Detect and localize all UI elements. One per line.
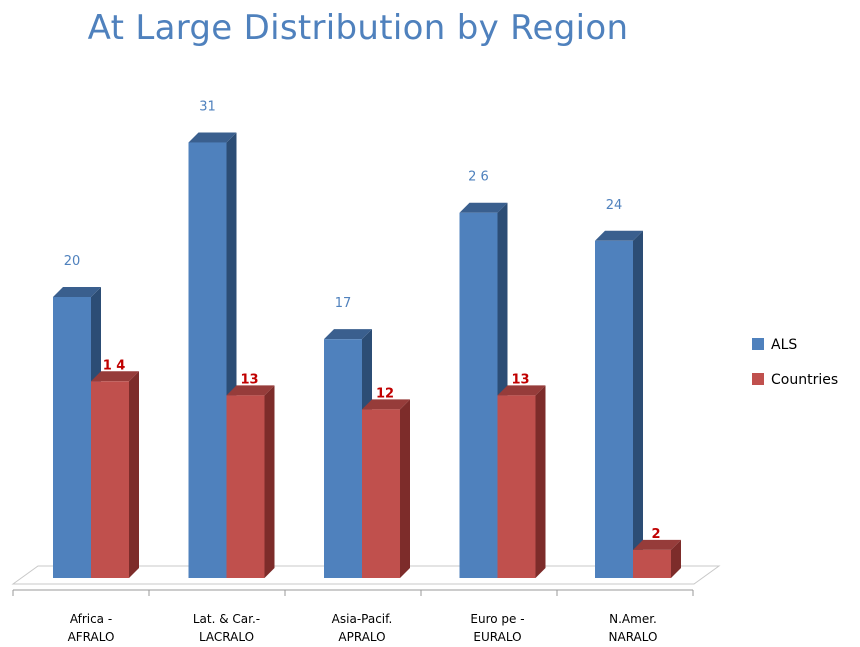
category-label-1: Lat. & Car.- — [193, 612, 260, 626]
category-label-3: EURALO — [473, 630, 521, 644]
chart-title: At Large Distribution by Region — [87, 8, 629, 48]
data-label-countries-2: 12 — [376, 386, 394, 401]
bar-countries-3 — [497, 385, 546, 578]
bar-countries-0 — [91, 371, 139, 578]
bar-countries-1 — [226, 385, 275, 578]
data-label-als-3: 2 6 — [468, 170, 489, 185]
category-label-2: Asia-Pacif. — [332, 612, 393, 626]
floor-plane — [11, 565, 721, 585]
category-label-4: NARALO — [609, 630, 658, 644]
legend-label-countries: Countries — [771, 372, 838, 388]
bar-countries-4 — [633, 539, 681, 578]
category-label-2: APRALO — [338, 630, 385, 644]
data-label-countries-3: 13 — [511, 372, 529, 387]
data-label-als-1: 31 — [199, 99, 216, 114]
data-label-als-0: 20 — [64, 254, 81, 269]
category-label-0: AFRALO — [68, 630, 115, 644]
legend-label-als: ALS — [771, 337, 797, 353]
data-label-countries-0: 1 4 — [103, 358, 126, 373]
bar-countries-2 — [362, 399, 410, 578]
category-label-3: Euro pe - — [470, 612, 524, 626]
data-label-countries-4: 2 — [651, 527, 660, 542]
category-label-1: LACRALO — [199, 630, 254, 644]
category-label-0: Africa - — [70, 612, 112, 626]
bar-als-4 — [595, 230, 643, 579]
legend-swatch-als — [752, 338, 764, 350]
data-label-countries-1: 13 — [240, 372, 258, 387]
bar-als-2 — [324, 329, 372, 578]
data-label-als-4: 24 — [606, 198, 623, 213]
data-label-als-2: 17 — [335, 296, 352, 311]
legend-swatch-countries — [752, 373, 764, 385]
category-label-4: N.Amer. — [609, 612, 657, 626]
